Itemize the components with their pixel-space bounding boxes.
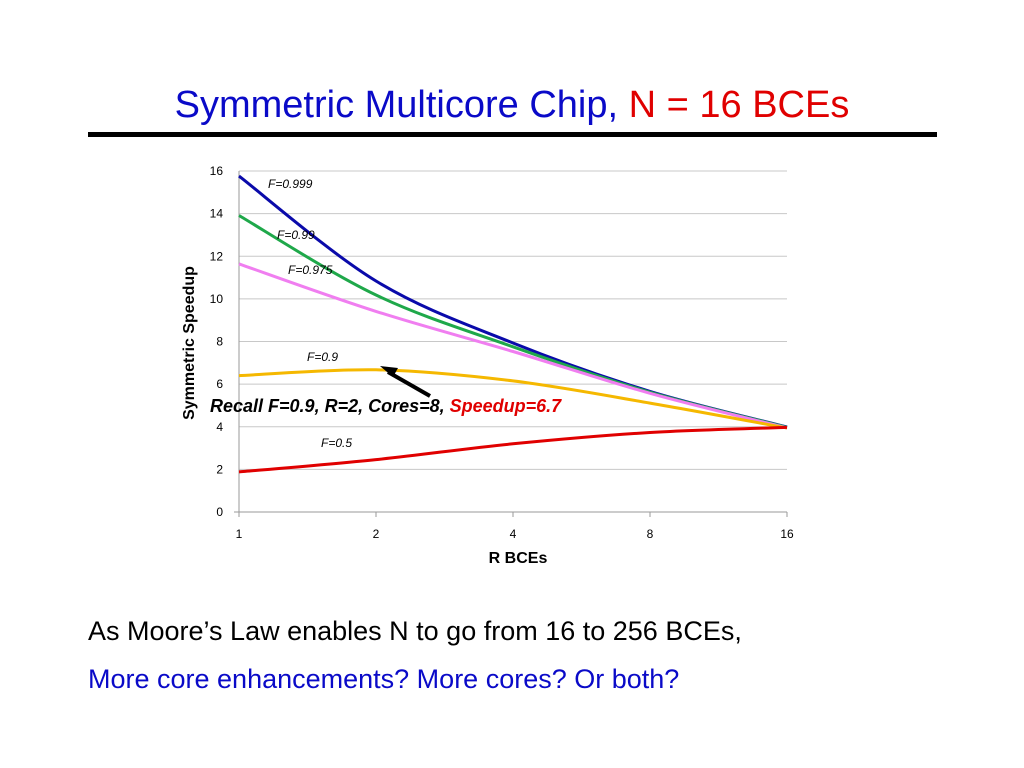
y-tick-label: 12: [210, 249, 224, 263]
y-tick-label: 16: [210, 164, 224, 178]
callout-arrowhead: [380, 366, 398, 377]
x-tick-label: 4: [510, 527, 517, 541]
y-tick-label: 0: [216, 505, 223, 519]
y-tick-label: 10: [210, 292, 224, 306]
series-line: [238, 262, 788, 430]
axes: [234, 171, 788, 517]
series-label: F=0.999: [268, 177, 313, 191]
series-label: F=0.975: [288, 263, 333, 277]
x-tick-label: 16: [780, 527, 794, 541]
y-tick-labels: 0 2 4 6 8 10 12 14 16: [210, 164, 224, 519]
series-line: [238, 425, 788, 474]
callout-text: Recall F=0.9, R=2, Cores=8, Speedup=6.7: [210, 396, 562, 416]
title-main: Symmetric Multicore Chip,: [174, 84, 629, 126]
y-axis-title: Symmetric Speedup: [181, 266, 198, 420]
x-axis-title: R BCEs: [489, 550, 548, 567]
title-accent: N = 16 BCEs: [628, 84, 850, 126]
grid-lines: [239, 170, 787, 470]
callout-main: Recall F=0.9, R=2, Cores=8,: [210, 396, 450, 416]
body-line-1: As Moore’s Law enables N to go from 16 t…: [88, 616, 742, 646]
callout-highlight: Speedup=6.7: [450, 396, 563, 416]
body-line-2: More core enhancements? More cores? Or b…: [88, 664, 680, 694]
y-tick-label: 8: [216, 335, 223, 349]
y-tick-label: 6: [216, 377, 223, 391]
series-lines: [238, 174, 788, 474]
x-tick-label: 8: [647, 527, 654, 541]
series-label: F=0.5: [321, 436, 352, 450]
series-labels: F=0.999 F=0.99 F=0.975 F=0.9 F=0.5: [268, 177, 352, 450]
y-tick-label: 2: [216, 462, 223, 476]
x-tick-label: 2: [373, 527, 380, 541]
y-tick-label: 4: [216, 420, 223, 434]
title-underline: [88, 132, 937, 137]
y-tick-label: 14: [210, 207, 224, 221]
series-label: F=0.99: [277, 228, 315, 242]
callout-arrow: [387, 370, 431, 398]
slide-title: Symmetric Multicore Chip, N = 16 BCEs: [0, 82, 1024, 128]
series-label: F=0.9: [307, 350, 338, 364]
x-tick-labels: 1 2 4 8 16: [236, 527, 794, 541]
series-line: [238, 368, 788, 430]
x-tick-label: 1: [236, 527, 243, 541]
